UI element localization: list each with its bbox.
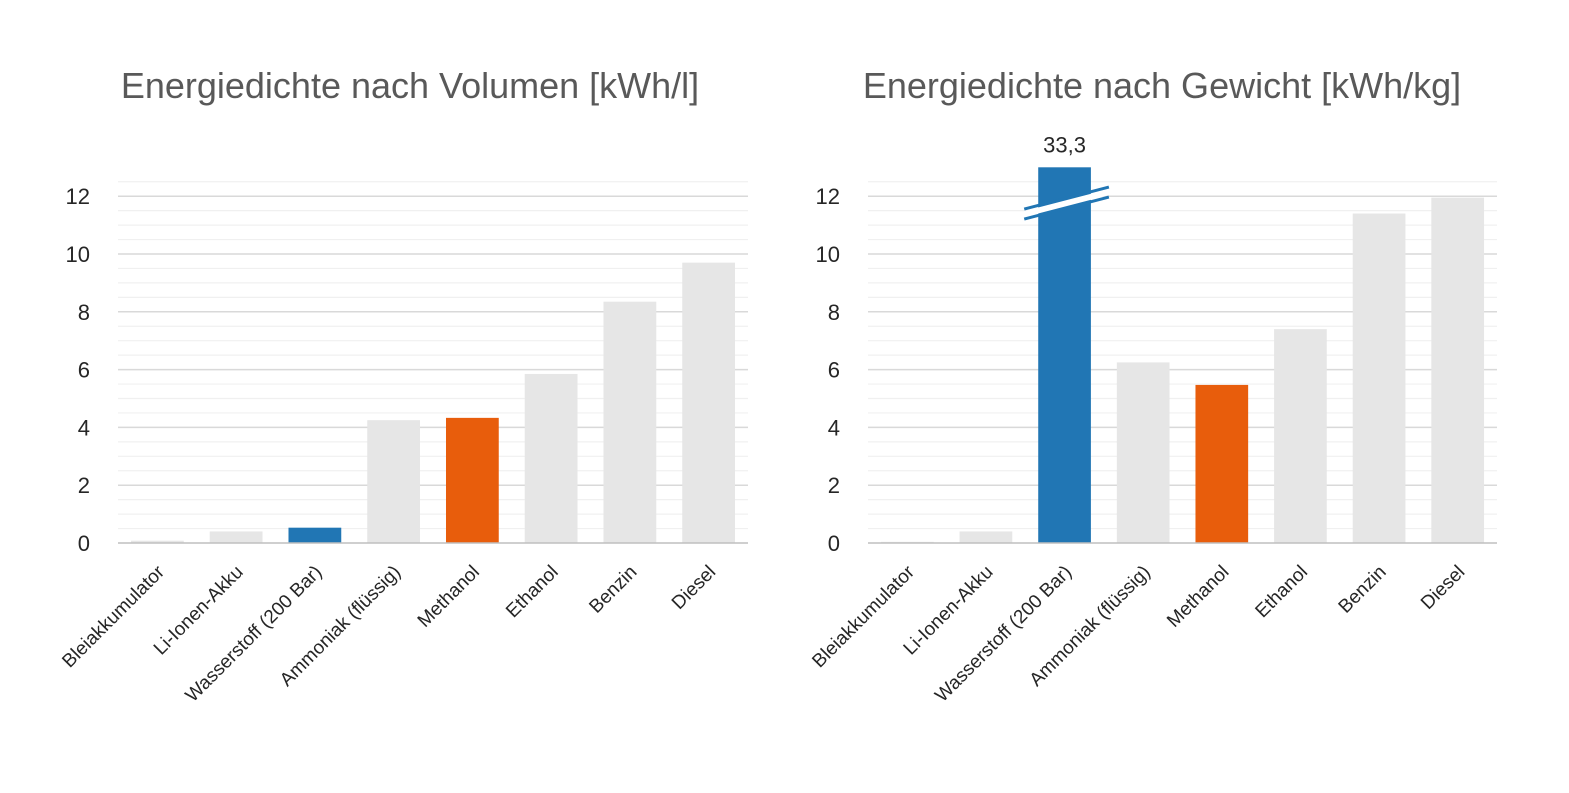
y-tick-label: 10 — [816, 242, 840, 267]
bar-benzin — [1352, 213, 1406, 544]
y-tick-label: 2 — [78, 473, 90, 498]
y-tick-label: 4 — [78, 415, 90, 440]
y-tick-label: 4 — [828, 415, 840, 440]
y-tick-label: 8 — [78, 300, 90, 325]
x-category-label: Diesel — [668, 562, 720, 614]
y-tick-label: 0 — [828, 531, 840, 556]
bar-ethanol — [1274, 329, 1327, 543]
y-tick-label: 8 — [828, 300, 840, 325]
x-category-label: Wasserstoff (200 Bar) — [931, 562, 1076, 707]
x-category-label: Diesel — [1417, 562, 1469, 614]
y-tick-label: 10 — [66, 242, 90, 267]
bar-methanol — [445, 417, 499, 543]
y-tick-label: 12 — [816, 184, 840, 209]
bar-break-gap — [1024, 189, 1109, 218]
bar-benzin — [603, 301, 657, 543]
bar-diesel — [682, 262, 736, 543]
chart-volume: Energiedichte nach Volumen [kWh/l] 0 2 4 6 8 1… — [58, 65, 748, 706]
bar-wasserstoff-200-bar- — [288, 527, 342, 543]
chart-title: Energiedichte nach Gewicht [kWh/kg] — [863, 65, 1461, 106]
bar-data-label: 33,3 — [1043, 132, 1086, 157]
y-tick-label: 2 — [828, 473, 840, 498]
x-category-label: Ethanol — [1252, 562, 1312, 622]
chart-title: Energiedichte nach Volumen [kWh/l] — [121, 65, 699, 106]
bar-methanol — [1195, 384, 1249, 543]
bar-ethanol — [524, 373, 578, 543]
x-category-label: Wasserstoff (200 Bar) — [182, 562, 327, 707]
x-category-label: Bleiakkumulator — [58, 561, 169, 672]
bar-ammoniak-fl-ssig- — [367, 420, 421, 543]
bar-wasserstoff-200-bar- — [1038, 167, 1091, 544]
x-category-label: Ethanol — [502, 562, 562, 622]
y-tick-label: 6 — [78, 358, 90, 383]
bar-li-ionen-akku — [959, 531, 1013, 543]
y-tick-label: 12 — [66, 184, 90, 209]
bar-li-ionen-akku — [209, 531, 263, 543]
x-category-label: Benzin — [585, 562, 641, 618]
y-tick-label: 0 — [78, 531, 90, 556]
bar-diesel — [1431, 197, 1485, 543]
x-category-label: Benzin — [1335, 562, 1391, 618]
bar-ammoniak-fl-ssig- — [1116, 362, 1170, 543]
x-category-label: Methanol — [1163, 562, 1233, 632]
bar-break-line — [1023, 195, 1110, 221]
bar-break-marker — [1023, 185, 1110, 221]
bar-break-line — [1023, 185, 1110, 211]
x-category-label: Bleiakkumulator — [808, 561, 919, 672]
bar-bleiakkumulator — [130, 540, 184, 543]
y-tick-label: 6 — [828, 358, 840, 383]
x-category-label: Methanol — [414, 562, 484, 632]
chart-weight: Energiedichte nach Gewicht [kWh/kg] 0 2 4 6 8… — [808, 65, 1497, 706]
